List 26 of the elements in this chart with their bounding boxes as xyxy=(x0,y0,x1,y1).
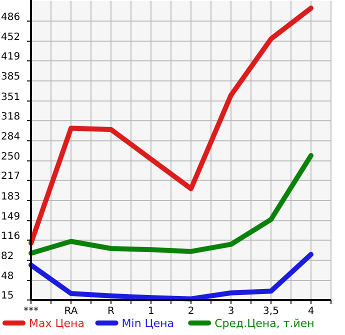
y-tick-label: 15 xyxy=(1,290,14,302)
x-tick-label: 3 xyxy=(228,306,234,317)
legend-label: Сред.Цена, т.йен xyxy=(214,317,314,330)
y-tick-label: 351 xyxy=(1,92,20,103)
y-tick-label: 284 xyxy=(1,131,20,142)
y-tick-label: 486 xyxy=(1,12,20,23)
x-tick-label: R xyxy=(108,306,115,317)
x-tick-label: RA xyxy=(64,306,78,317)
x-tick-label: 4 xyxy=(308,306,314,317)
x-tick-label: 3,5 xyxy=(263,306,279,317)
y-tick-label: 250 xyxy=(1,152,20,163)
y-tick-label: 82 xyxy=(1,251,14,262)
y-tick-label: 217 xyxy=(1,171,20,182)
y-tick-label: 149 xyxy=(1,211,20,222)
y-tick-label: 48 xyxy=(1,271,14,282)
y-tick-label: 183 xyxy=(1,191,20,202)
y-tick-label: 385 xyxy=(1,72,20,83)
legend-label: Max Цена xyxy=(29,317,84,330)
y-tick-label: 419 xyxy=(1,52,20,63)
y-tick-label: 116 xyxy=(1,230,20,242)
y-tick-label: 452 xyxy=(1,32,20,43)
y-tick-label: 318 xyxy=(1,111,20,122)
x-tick-label: 2 xyxy=(188,306,194,317)
legend-label: Min Цена xyxy=(122,317,174,330)
x-tick-label: 1 xyxy=(148,306,154,317)
x-tick-label: *** xyxy=(24,306,38,317)
